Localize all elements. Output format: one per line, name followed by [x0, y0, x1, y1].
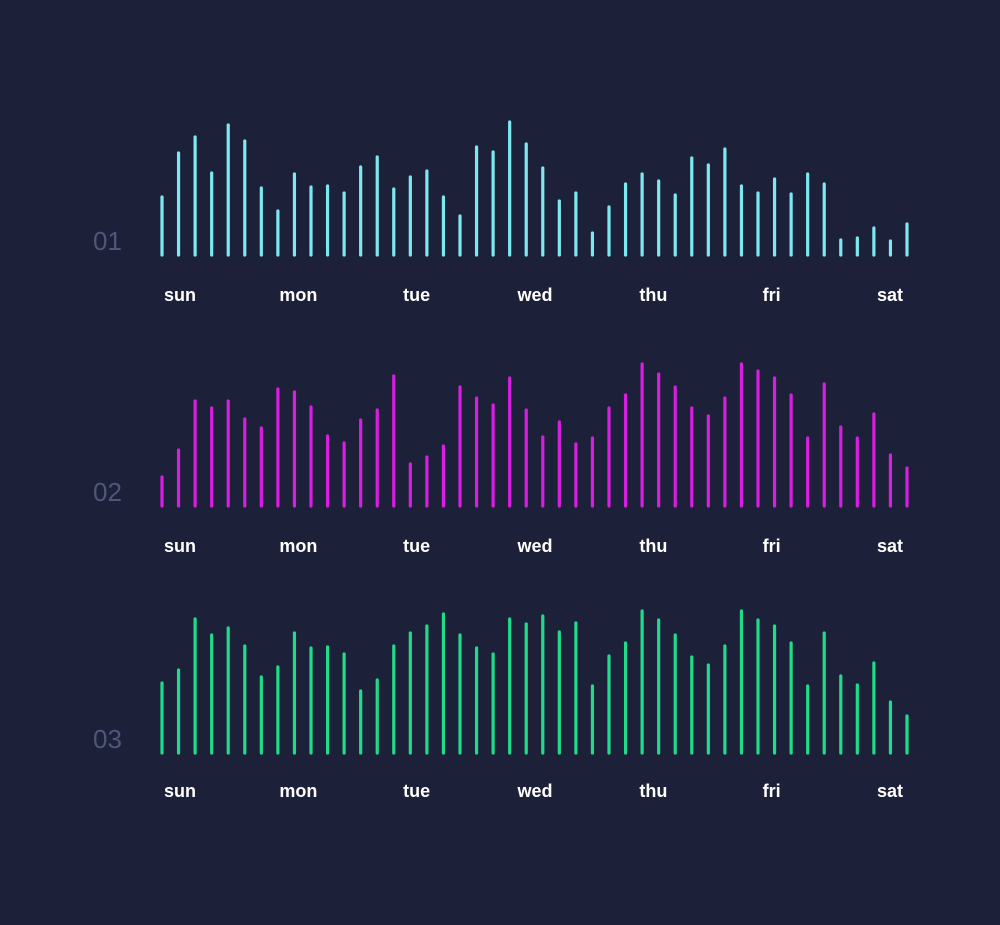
- day-label: wed: [516, 285, 552, 305]
- day-label: tue: [403, 781, 430, 801]
- day-label: mon: [279, 781, 317, 801]
- day-label: tue: [403, 285, 430, 305]
- day-label: wed: [516, 536, 552, 556]
- chart-number: 02: [93, 477, 122, 507]
- day-label: thu: [639, 781, 667, 801]
- day-label: sun: [164, 285, 196, 305]
- day-label: wed: [516, 781, 552, 801]
- chart-number: 01: [93, 226, 122, 256]
- day-label: sat: [877, 285, 903, 305]
- day-label: mon: [279, 536, 317, 556]
- day-label: fri: [763, 536, 781, 556]
- day-label: sun: [164, 536, 196, 556]
- day-label: fri: [763, 285, 781, 305]
- chart-number: 03: [93, 724, 122, 754]
- day-label: sat: [877, 536, 903, 556]
- day-label: thu: [639, 536, 667, 556]
- day-label: fri: [763, 781, 781, 801]
- day-label: thu: [639, 285, 667, 305]
- day-label: mon: [279, 285, 317, 305]
- day-label: sat: [877, 781, 903, 801]
- day-label: sun: [164, 781, 196, 801]
- day-label: tue: [403, 536, 430, 556]
